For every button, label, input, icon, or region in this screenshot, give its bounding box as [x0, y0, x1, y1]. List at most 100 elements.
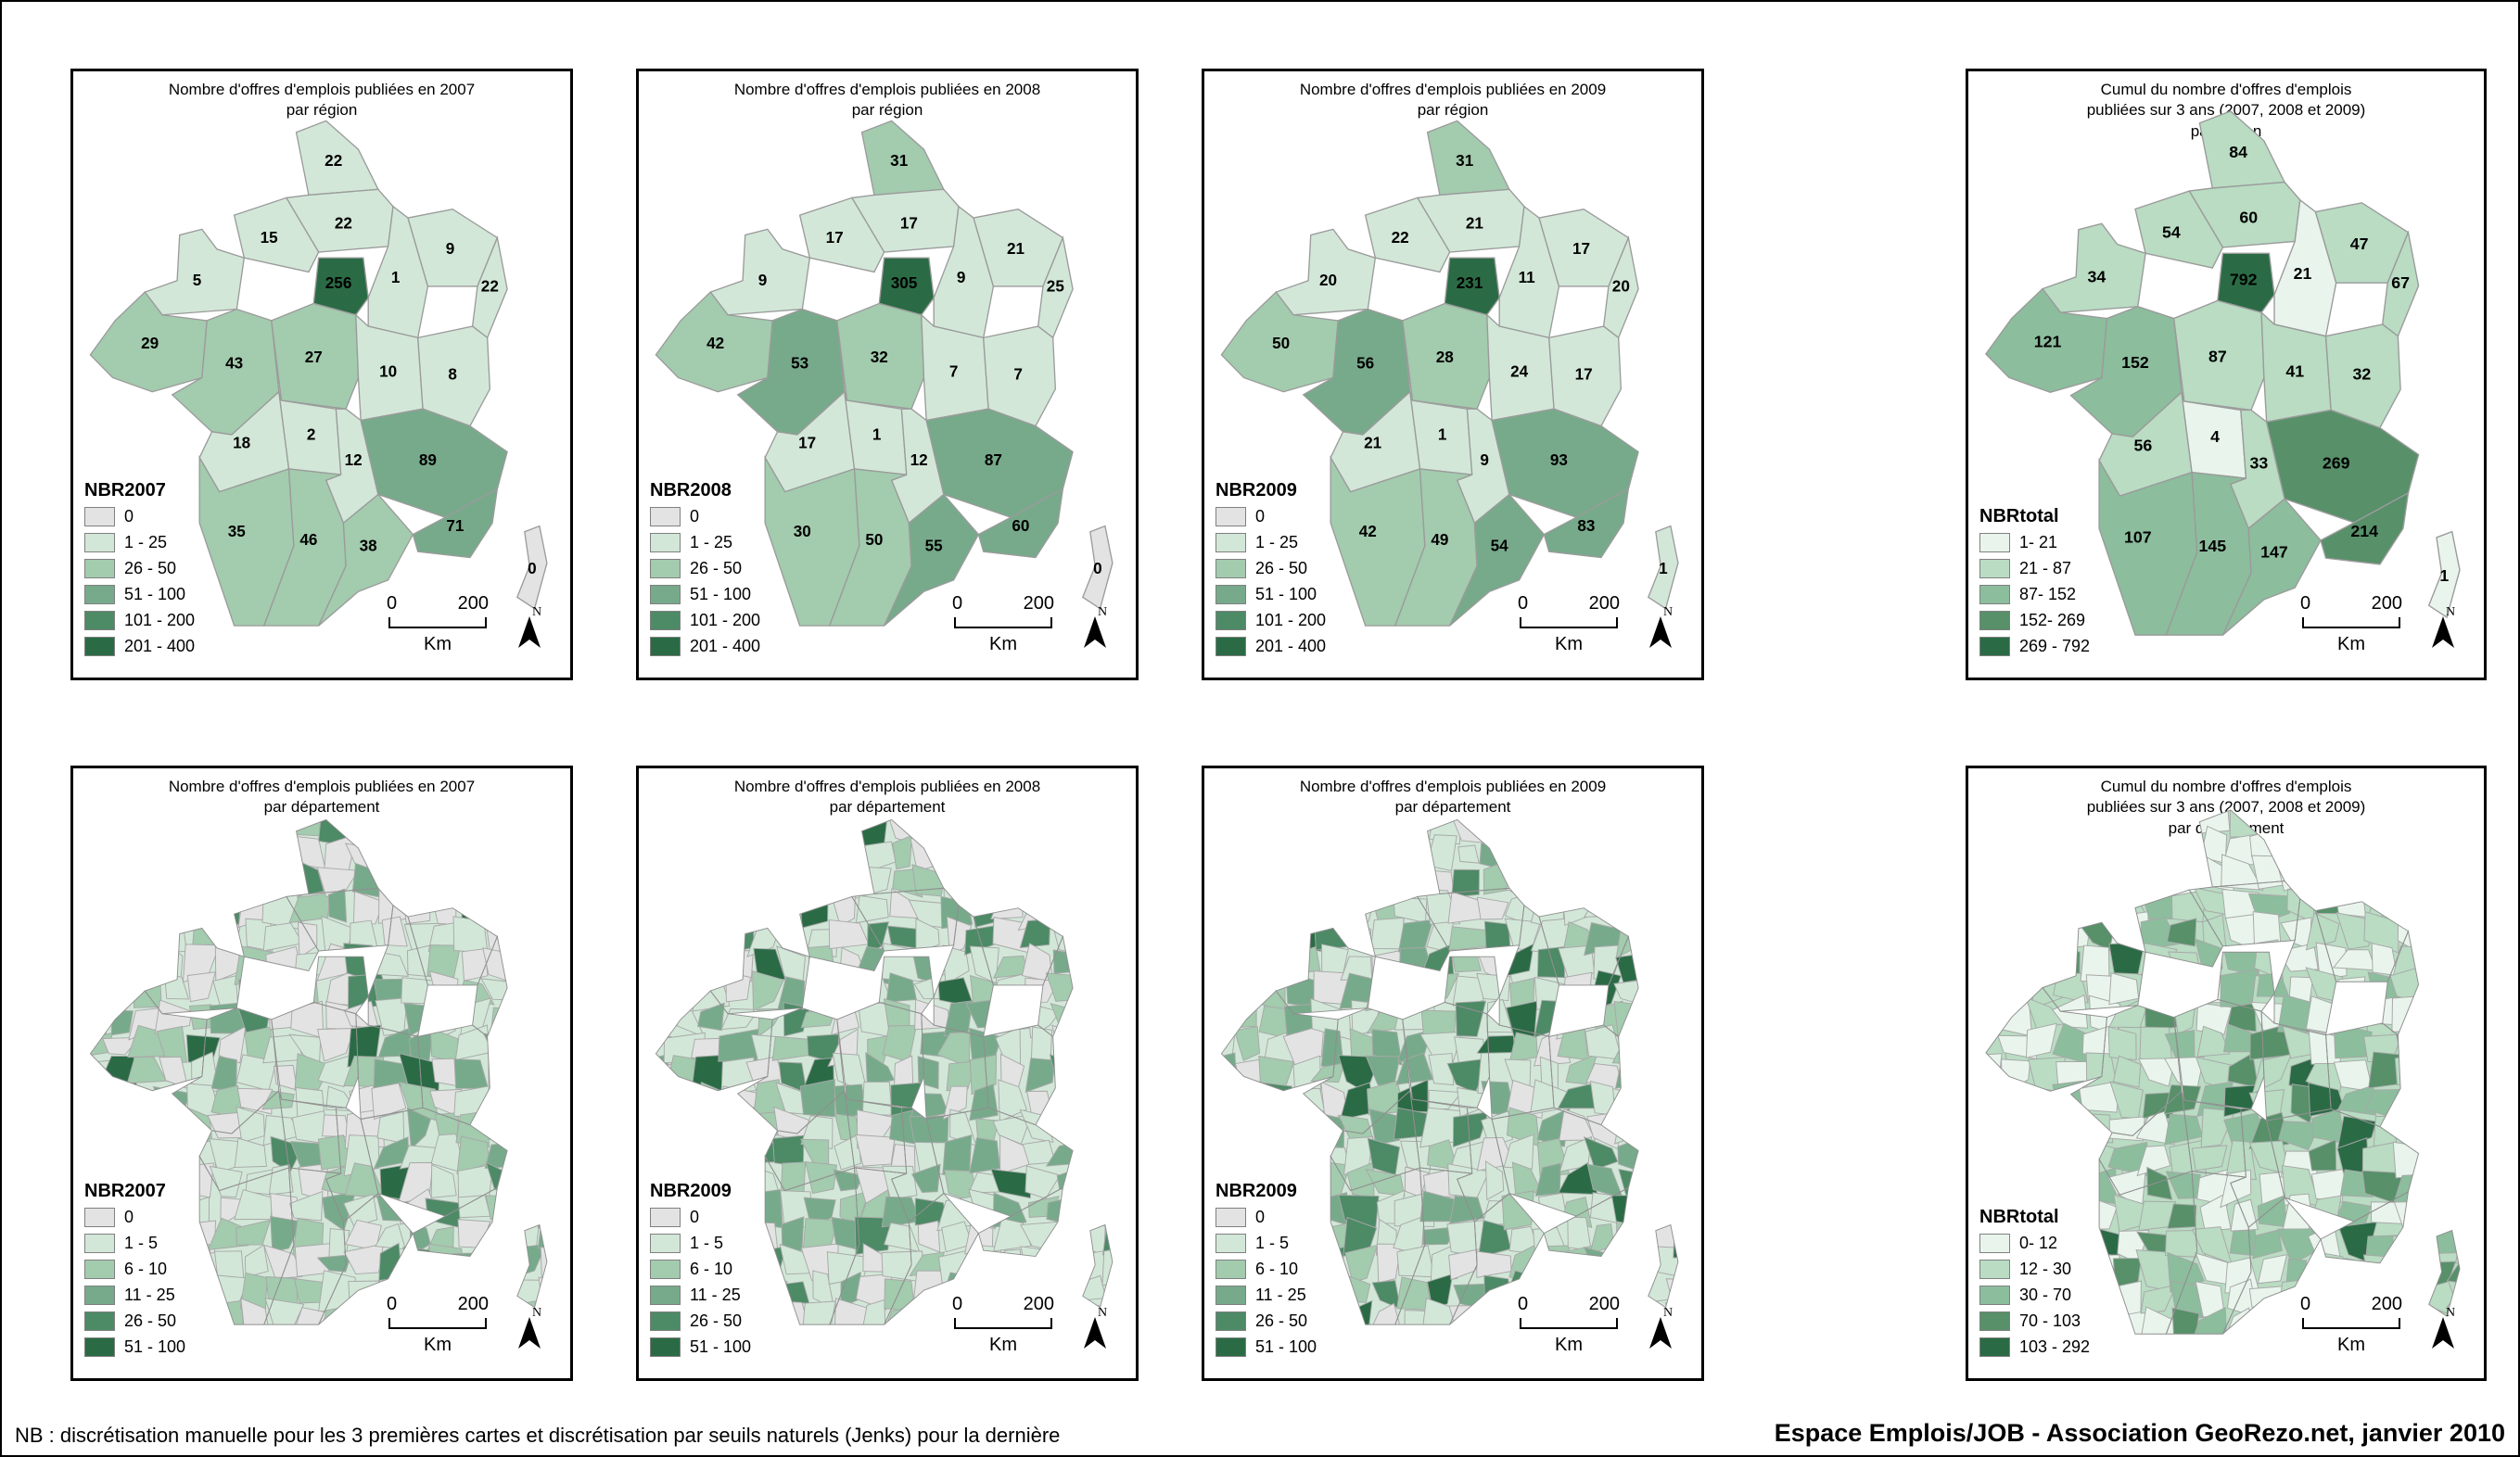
departement-shape: [1985, 922, 2005, 952]
departement-shape: [1234, 998, 1257, 1029]
departement-shape: [837, 975, 870, 1011]
scale-bar-line: [2302, 1318, 2400, 1329]
panel-title: Nombre d'offres d'emplois publiées en 20…: [1204, 777, 1701, 818]
region-value-label: 107: [2124, 528, 2152, 547]
departement-shape: [428, 1243, 465, 1286]
departement-shape: [461, 948, 489, 982]
departement-shape: [2081, 855, 2120, 896]
departement-shape: [1638, 1192, 1674, 1224]
departement-shape: [159, 819, 195, 849]
departement-shape: [1266, 1109, 1297, 1146]
panel-title: Nombre d'offres d'emplois publiées en 20…: [73, 80, 570, 121]
departement-shape: [1294, 1087, 1326, 1115]
region-outline: [312, 956, 369, 1015]
legend-swatch: [1215, 533, 1246, 552]
departement-shape: [802, 867, 836, 903]
departement-shape: [514, 838, 547, 874]
departement-shape: [2001, 911, 2036, 954]
region-value-label: 12: [345, 450, 363, 469]
departement-shape: [2052, 888, 2087, 917]
departement-shape: [1341, 861, 1379, 905]
departement-shape: [1050, 1303, 1080, 1325]
departement-shape: [1221, 1000, 1243, 1030]
departement-shape: [270, 1215, 303, 1253]
departement-shape: [191, 835, 222, 876]
departement-shape: [1448, 926, 1487, 952]
departement-shape: [1055, 1106, 1085, 1147]
departement-shape: [1231, 819, 1268, 846]
north-label: N: [1098, 1306, 1107, 1320]
departement-shape: [2168, 951, 2203, 982]
departement-shape: [1107, 1162, 1113, 1196]
legend-swatch: [650, 533, 681, 552]
departement-shape: [1396, 1245, 1435, 1278]
legend-label: 1- 21: [2019, 533, 2058, 551]
departement-shape: [884, 1278, 916, 1313]
departement-shape: [2248, 1311, 2288, 1335]
departement-shape: [725, 971, 751, 1003]
departement-shape: [2024, 1094, 2055, 1113]
departement-shape: [668, 982, 706, 1000]
region-value-label: 67: [2391, 273, 2410, 292]
region-outline: [977, 1186, 1063, 1258]
departement-shape: [2140, 1284, 2178, 1314]
region-value-label: 34: [2087, 267, 2106, 285]
region-outline: [360, 1107, 508, 1217]
region-value-label: 12: [910, 450, 928, 469]
legend-swatch: [650, 507, 681, 526]
departement-shape: [2281, 809, 2315, 837]
departement-shape: [1536, 945, 1566, 979]
departement-shape: [2446, 971, 2460, 1004]
departement-shape: [2032, 1167, 2062, 1200]
region-value-label: 11: [1519, 268, 1536, 286]
departement-shape: [1020, 1246, 1053, 1280]
region-outline: [2428, 1229, 2461, 1317]
departement-shape: [1103, 948, 1113, 980]
departement-shape: [1994, 857, 2033, 898]
departement-shape: [2447, 1004, 2460, 1032]
region-outline: [2217, 951, 2275, 1012]
north-label: N: [532, 605, 541, 619]
legend-swatch: [84, 611, 115, 630]
departement-shape: [2310, 1168, 2348, 1203]
departement-shape: [1078, 1085, 1113, 1112]
departement-shape: [458, 837, 491, 876]
region-value-label: 1: [1659, 559, 1668, 577]
region-shape: [860, 120, 945, 196]
panel-title-line: par région: [1417, 101, 1489, 120]
legend-label: 101 - 200: [1255, 611, 1327, 629]
departement-shape: [671, 1080, 695, 1122]
departement-shape: [746, 867, 785, 896]
scale-unit: Km: [424, 634, 452, 654]
region-value-label: 17: [826, 228, 844, 247]
departement-shape: [452, 865, 492, 898]
region-shape: [709, 228, 811, 316]
panel-title-line: par région: [286, 101, 358, 120]
departement-shape: [2278, 1121, 2322, 1151]
departement-shape: [540, 1247, 547, 1278]
departement-shape: [2314, 809, 2349, 830]
departement-shape: [1610, 1195, 1654, 1226]
departement-shape: [690, 819, 730, 846]
region-value-label: 22: [1392, 228, 1409, 247]
footer: NB : discrétisation manuelle pour les 3 …: [2, 1419, 2518, 1448]
panel-title-line: par département: [263, 798, 380, 817]
departement-shape: [2252, 809, 2290, 841]
legend-label: 87- 152: [2019, 585, 2077, 603]
departement-shape: [209, 1165, 243, 1198]
region-value-label: 145: [2199, 537, 2227, 555]
legend-swatch: [1215, 1286, 1246, 1305]
departement-shape: [2257, 1254, 2288, 1285]
departement-shape: [1668, 1025, 1678, 1064]
departement-shape: [1231, 948, 1266, 980]
departement-shape: [2107, 893, 2147, 917]
departement-shape: [2166, 918, 2197, 947]
region-value-label: 7: [1013, 365, 1023, 384]
north-arrow-icon: N: [1084, 605, 1107, 648]
region-shape: [878, 257, 935, 316]
departement-shape: [1075, 891, 1113, 930]
region-value-label: 50: [1272, 334, 1290, 352]
departement-shape: [777, 923, 807, 952]
scale-bar-line: [954, 617, 1052, 628]
departement-shape: [1667, 979, 1678, 1010]
